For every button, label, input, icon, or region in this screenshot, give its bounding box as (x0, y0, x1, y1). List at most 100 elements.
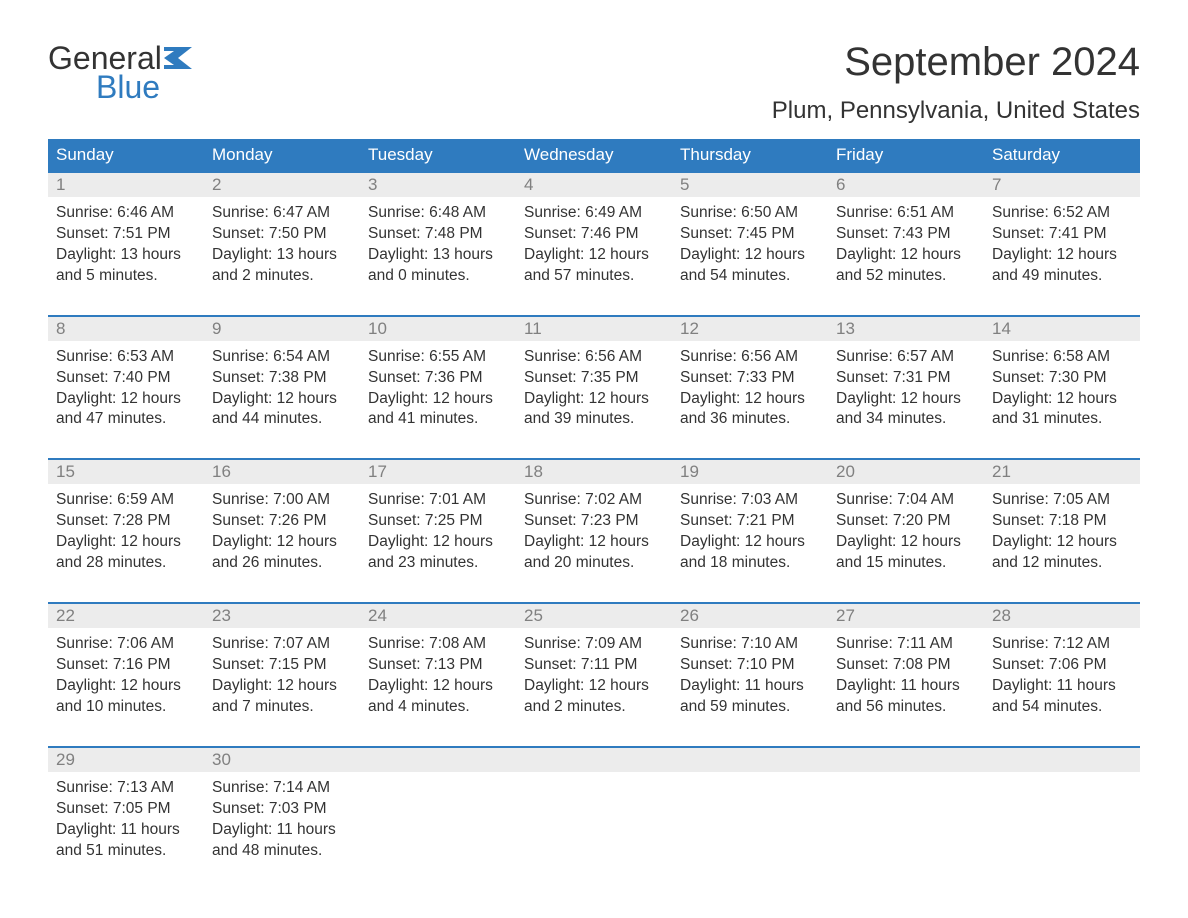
title-block: September 2024 Plum, Pennsylvania, Unite… (772, 40, 1140, 125)
day-cell: Sunrise: 6:47 AMSunset: 7:50 PMDaylight:… (204, 197, 360, 287)
sunrise-line: Sunrise: 6:57 AM (836, 347, 976, 368)
day-cell: Sunrise: 7:08 AMSunset: 7:13 PMDaylight:… (360, 628, 516, 718)
weekday-label: Saturday (984, 139, 1140, 171)
day-cell: Sunrise: 6:58 AMSunset: 7:30 PMDaylight:… (984, 341, 1140, 431)
weekday-label: Monday (204, 139, 360, 171)
day-number: 12 (672, 317, 828, 341)
sunset-line: Sunset: 7:31 PM (836, 368, 976, 389)
sunrise-line: Sunrise: 6:59 AM (56, 490, 196, 511)
sunset-line: Sunset: 7:08 PM (836, 655, 976, 676)
day-number: 28 (984, 604, 1140, 628)
day-number: 29 (48, 748, 204, 772)
sunset-line: Sunset: 7:36 PM (368, 368, 508, 389)
daylight-line: Daylight: 11 hours and 51 minutes. (56, 820, 196, 862)
sunrise-line: Sunrise: 6:46 AM (56, 203, 196, 224)
day-number: 2 (204, 173, 360, 197)
day-number: 4 (516, 173, 672, 197)
sunrise-line: Sunrise: 7:00 AM (212, 490, 352, 511)
week-row: 1234567Sunrise: 6:46 AMSunset: 7:51 PMDa… (48, 171, 1140, 287)
sunrise-line: Sunrise: 7:08 AM (368, 634, 508, 655)
day-cell: Sunrise: 7:14 AMSunset: 7:03 PMDaylight:… (204, 772, 360, 862)
daylight-line: Daylight: 11 hours and 59 minutes. (680, 676, 820, 718)
day-cell: Sunrise: 6:52 AMSunset: 7:41 PMDaylight:… (984, 197, 1140, 287)
sunrise-line: Sunrise: 7:02 AM (524, 490, 664, 511)
sunrise-line: Sunrise: 6:56 AM (524, 347, 664, 368)
day-cell: Sunrise: 7:01 AMSunset: 7:25 PMDaylight:… (360, 484, 516, 574)
brand-logo: General Blue (48, 40, 198, 106)
sunrise-line: Sunrise: 6:51 AM (836, 203, 976, 224)
day-number: 16 (204, 460, 360, 484)
weekday-label: Thursday (672, 139, 828, 171)
day-cell: Sunrise: 7:05 AMSunset: 7:18 PMDaylight:… (984, 484, 1140, 574)
day-number: 10 (360, 317, 516, 341)
day-number: 17 (360, 460, 516, 484)
sunset-line: Sunset: 7:33 PM (680, 368, 820, 389)
day-cell: Sunrise: 7:02 AMSunset: 7:23 PMDaylight:… (516, 484, 672, 574)
day-number (516, 748, 672, 772)
day-cell: Sunrise: 6:59 AMSunset: 7:28 PMDaylight:… (48, 484, 204, 574)
sunset-line: Sunset: 7:13 PM (368, 655, 508, 676)
sunset-line: Sunset: 7:43 PM (836, 224, 976, 245)
calendar: SundayMondayTuesdayWednesdayThursdayFrid… (48, 139, 1140, 861)
sunset-line: Sunset: 7:18 PM (992, 511, 1132, 532)
day-number-row: 891011121314 (48, 317, 1140, 341)
sunset-line: Sunset: 7:11 PM (524, 655, 664, 676)
sunset-line: Sunset: 7:51 PM (56, 224, 196, 245)
day-number: 8 (48, 317, 204, 341)
day-number: 19 (672, 460, 828, 484)
daylight-line: Daylight: 12 hours and 34 minutes. (836, 389, 976, 431)
daylight-line: Daylight: 12 hours and 47 minutes. (56, 389, 196, 431)
sunrise-line: Sunrise: 7:03 AM (680, 490, 820, 511)
daylight-line: Daylight: 12 hours and 49 minutes. (992, 245, 1132, 287)
day-cell (984, 772, 1140, 862)
month-title: September 2024 (772, 40, 1140, 85)
weekday-label: Sunday (48, 139, 204, 171)
daylight-line: Daylight: 13 hours and 5 minutes. (56, 245, 196, 287)
day-cell: Sunrise: 7:00 AMSunset: 7:26 PMDaylight:… (204, 484, 360, 574)
day-number: 21 (984, 460, 1140, 484)
day-number: 11 (516, 317, 672, 341)
day-number: 24 (360, 604, 516, 628)
daylight-line: Daylight: 11 hours and 56 minutes. (836, 676, 976, 718)
week-row: 2930Sunrise: 7:13 AMSunset: 7:05 PMDayli… (48, 746, 1140, 862)
day-cell: Sunrise: 6:55 AMSunset: 7:36 PMDaylight:… (360, 341, 516, 431)
sunrise-line: Sunrise: 6:53 AM (56, 347, 196, 368)
daylight-line: Daylight: 13 hours and 2 minutes. (212, 245, 352, 287)
week-row: 891011121314Sunrise: 6:53 AMSunset: 7:40… (48, 315, 1140, 431)
sunrise-line: Sunrise: 6:54 AM (212, 347, 352, 368)
logo-text-bottom: Blue (96, 69, 160, 106)
day-number: 23 (204, 604, 360, 628)
daylight-line: Daylight: 11 hours and 48 minutes. (212, 820, 352, 862)
sunset-line: Sunset: 7:23 PM (524, 511, 664, 532)
day-number-row: 15161718192021 (48, 460, 1140, 484)
weekday-header: SundayMondayTuesdayWednesdayThursdayFrid… (48, 139, 1140, 171)
day-cell: Sunrise: 7:13 AMSunset: 7:05 PMDaylight:… (48, 772, 204, 862)
day-number: 15 (48, 460, 204, 484)
daylight-line: Daylight: 13 hours and 0 minutes. (368, 245, 508, 287)
sunrise-line: Sunrise: 6:58 AM (992, 347, 1132, 368)
day-cell: Sunrise: 6:53 AMSunset: 7:40 PMDaylight:… (48, 341, 204, 431)
day-number: 30 (204, 748, 360, 772)
header: General Blue September 2024 Plum, Pennsy… (48, 40, 1140, 125)
sunset-line: Sunset: 7:46 PM (524, 224, 664, 245)
day-number: 7 (984, 173, 1140, 197)
day-cell: Sunrise: 6:57 AMSunset: 7:31 PMDaylight:… (828, 341, 984, 431)
sunrise-line: Sunrise: 6:47 AM (212, 203, 352, 224)
day-cell: Sunrise: 7:12 AMSunset: 7:06 PMDaylight:… (984, 628, 1140, 718)
day-number: 20 (828, 460, 984, 484)
day-cell: Sunrise: 7:07 AMSunset: 7:15 PMDaylight:… (204, 628, 360, 718)
sunset-line: Sunset: 7:16 PM (56, 655, 196, 676)
day-number: 1 (48, 173, 204, 197)
sunrise-line: Sunrise: 7:10 AM (680, 634, 820, 655)
day-number-row: 22232425262728 (48, 604, 1140, 628)
sunrise-line: Sunrise: 6:49 AM (524, 203, 664, 224)
day-number (828, 748, 984, 772)
sunrise-line: Sunrise: 7:14 AM (212, 778, 352, 799)
day-cell: Sunrise: 6:56 AMSunset: 7:33 PMDaylight:… (672, 341, 828, 431)
day-number: 9 (204, 317, 360, 341)
day-cell: Sunrise: 7:09 AMSunset: 7:11 PMDaylight:… (516, 628, 672, 718)
sunrise-line: Sunrise: 6:56 AM (680, 347, 820, 368)
sunset-line: Sunset: 7:28 PM (56, 511, 196, 532)
day-cell: Sunrise: 7:10 AMSunset: 7:10 PMDaylight:… (672, 628, 828, 718)
day-number: 6 (828, 173, 984, 197)
